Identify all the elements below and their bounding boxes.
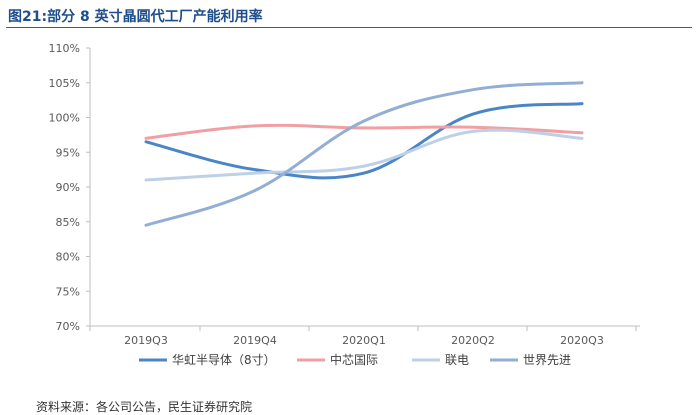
legend-label-0: 华虹半导体（8寸） (172, 353, 276, 367)
y-tick-label: 75% (56, 285, 80, 298)
series-line-3 (144, 81, 584, 227)
line-chart: 110% 105% 100% 95% 90% 85% 80% 75% 70% 2019Q3 2019… (49, 42, 640, 367)
y-tick-label: 105% (49, 77, 80, 90)
chart-axes: 110% 105% 100% 95% 90% 85% 80% 75% 70% 2019Q3 2019… (49, 42, 640, 347)
x-tick-label: 2020Q3 (560, 334, 604, 347)
y-tick-label: 90% (56, 181, 80, 194)
legend-label-3: 世界先进 (523, 353, 571, 367)
legend-label-2: 联电 (445, 353, 469, 367)
title-divider (6, 27, 692, 28)
y-tick-label: 80% (56, 251, 80, 264)
y-tick-label: 95% (56, 146, 80, 159)
y-tick-label: 100% (49, 112, 80, 125)
y-tick-label: 85% (56, 216, 80, 229)
chart-legend: 华虹半导体（8寸） 中芯国际 联电 世界先进 (139, 352, 571, 367)
series-line-1 (144, 123, 584, 140)
series-line-0 (144, 102, 584, 180)
source-note: 资料来源：各公司公告，民生证券研究院 (36, 400, 253, 414)
x-tick-label: 2019Q3 (124, 334, 168, 347)
series-line-2 (144, 128, 584, 182)
legend-label-1: 中芯国际 (330, 352, 378, 367)
chart-series-lines (144, 81, 584, 227)
x-tick-label: 2020Q2 (451, 334, 495, 347)
x-tick-label: 2020Q1 (342, 334, 386, 347)
figure-title: 图21:部分 8 英寸晶圆代工厂产能利用率 (8, 9, 263, 25)
x-tick-label: 2019Q4 (233, 334, 277, 347)
y-tick-label: 70% (56, 320, 80, 333)
y-tick-label: 110% (49, 42, 80, 55)
